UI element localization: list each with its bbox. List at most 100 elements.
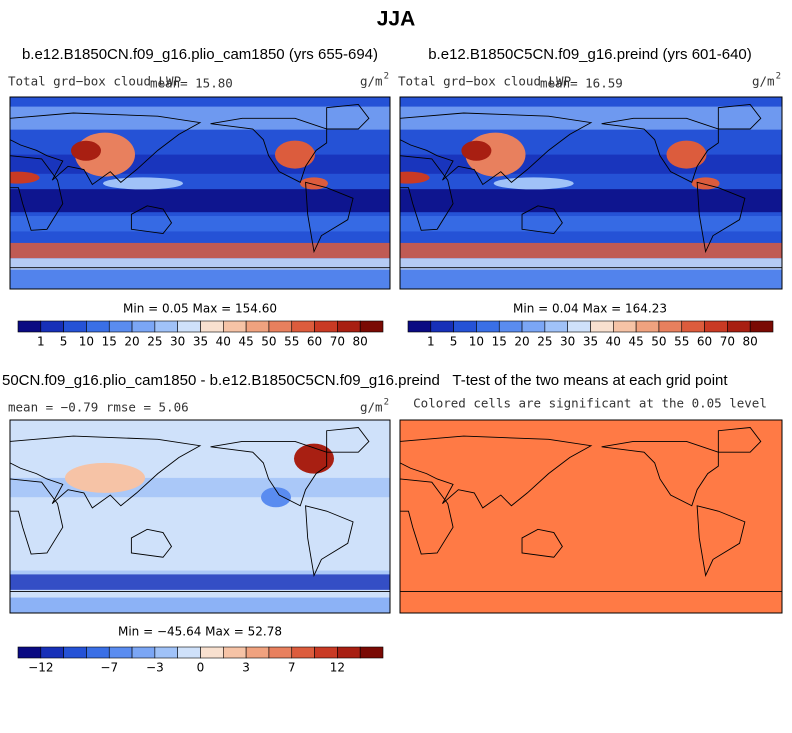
panel-variable: mean = −0.79 rmse = 5.06: [8, 400, 189, 415]
colorbar-box: [567, 320, 591, 333]
map-band: [400, 242, 782, 259]
coastline: [210, 440, 328, 507]
colorbar-box: [268, 646, 293, 659]
colorbar-label: −12: [28, 661, 53, 675]
map-band: [400, 154, 782, 174]
colorbar-label: 1: [427, 335, 435, 349]
panel-title: T-test of the two means at each grid poi…: [452, 372, 728, 389]
map-blob: [493, 177, 574, 190]
colorbar-label: 20: [124, 335, 139, 349]
map-blob: [666, 140, 707, 169]
colorbar-box: [681, 320, 705, 333]
coastline: [696, 181, 746, 254]
colorbar-label: 60: [307, 335, 322, 349]
colorbar-label: 25: [537, 335, 552, 349]
colorbar-label: 80: [353, 335, 368, 349]
panel-mean: mean= 16.59: [540, 76, 623, 91]
coastline: [210, 117, 328, 183]
colorbar-label: 35: [193, 335, 208, 349]
colorbar-box: [108, 646, 133, 659]
map-band: [400, 106, 782, 130]
colorbar-box: [749, 320, 774, 333]
colorbar-box: [590, 320, 614, 333]
coastline: [400, 591, 782, 613]
coastline: [696, 505, 746, 577]
map-band: [10, 189, 390, 213]
coastline: [521, 528, 563, 558]
colorbar-box: [63, 646, 87, 659]
colorbar-label: 55: [674, 335, 689, 349]
map-band: [400, 258, 782, 270]
colorbar-label: 30: [560, 335, 575, 349]
map-band: [10, 106, 390, 130]
colorbar-box: [337, 646, 361, 659]
panel-variable: Total grd−box cloud LWP: [8, 74, 181, 89]
colorbar-label: 45: [238, 335, 253, 349]
figure-title: JJA: [377, 8, 416, 31]
colorbar-box: [223, 646, 247, 659]
colorbar-label: 20: [514, 335, 529, 349]
colorbar-label: 45: [628, 335, 643, 349]
map-band: [400, 216, 782, 232]
coastline: [521, 205, 563, 235]
coastline: [10, 267, 390, 289]
colorbar-box: [337, 320, 361, 333]
map-blob: [275, 140, 315, 169]
colorbar-box: [223, 320, 247, 333]
colorbar-box: [291, 646, 315, 659]
colorbar-box: [108, 320, 133, 333]
colorbar-label: 80: [743, 335, 758, 349]
colorbar-label: 70: [720, 335, 735, 349]
colorbar-label: 25: [147, 335, 162, 349]
panel-variable: Colored cells are significant at the 0.0…: [413, 396, 767, 411]
panel-units-power: 2: [384, 72, 389, 82]
panel-stats: Min = 0.04 Max = 164.23: [513, 302, 667, 316]
colorbar-label: 40: [606, 335, 621, 349]
coastline: [305, 505, 354, 577]
colorbar-box: [245, 646, 270, 659]
colorbar-box: [86, 320, 110, 333]
coastline: [601, 440, 719, 507]
colorbar-box: [154, 320, 178, 333]
panel-title: b.e12.B1850CN.f09_g16.plio_cam1850 (yrs …: [22, 46, 378, 63]
colorbar-box: [200, 646, 224, 659]
map-blob: [461, 140, 492, 161]
panel-units-power: 2: [384, 398, 389, 408]
map-frame: [9, 419, 391, 614]
map-band: [10, 258, 390, 270]
colorbar-box: [268, 320, 293, 333]
colorbar-label: 7: [288, 661, 296, 675]
coastline: [326, 103, 370, 130]
coastline: [717, 103, 762, 130]
colorbar-box: [291, 320, 315, 333]
panel-mean: mean= 15.80: [150, 76, 233, 91]
map-band: [400, 269, 782, 289]
colorbar-box: [658, 320, 683, 333]
colorbar-label: 50: [651, 335, 666, 349]
colorbar-box: [359, 320, 384, 333]
colorbar-box: [704, 320, 728, 333]
coastline: [400, 267, 782, 289]
coastline: [130, 205, 173, 235]
map-frame: [399, 96, 783, 290]
colorbar-label: 1: [37, 335, 45, 349]
colorbar-label: 0: [197, 661, 205, 675]
colorbar-box: [177, 320, 201, 333]
map-blob: [300, 177, 328, 190]
colorbar-box: [727, 320, 751, 333]
coastline: [10, 478, 64, 555]
map: [400, 420, 782, 613]
map-blob: [261, 487, 291, 508]
colorbar-box: [154, 646, 178, 659]
map-band: [10, 242, 390, 259]
colorbar-label: 10: [79, 335, 94, 349]
map-band: [10, 597, 390, 613]
panel-title: b.e12.B1850C5CN.f09_g16.preind (yrs 601-…: [428, 46, 752, 63]
coastline: [400, 112, 593, 186]
colorbar-box: [613, 320, 637, 333]
map-band: [10, 216, 390, 232]
map-blob: [65, 462, 145, 493]
colorbar-box: [17, 320, 42, 333]
map-band: [400, 189, 782, 213]
